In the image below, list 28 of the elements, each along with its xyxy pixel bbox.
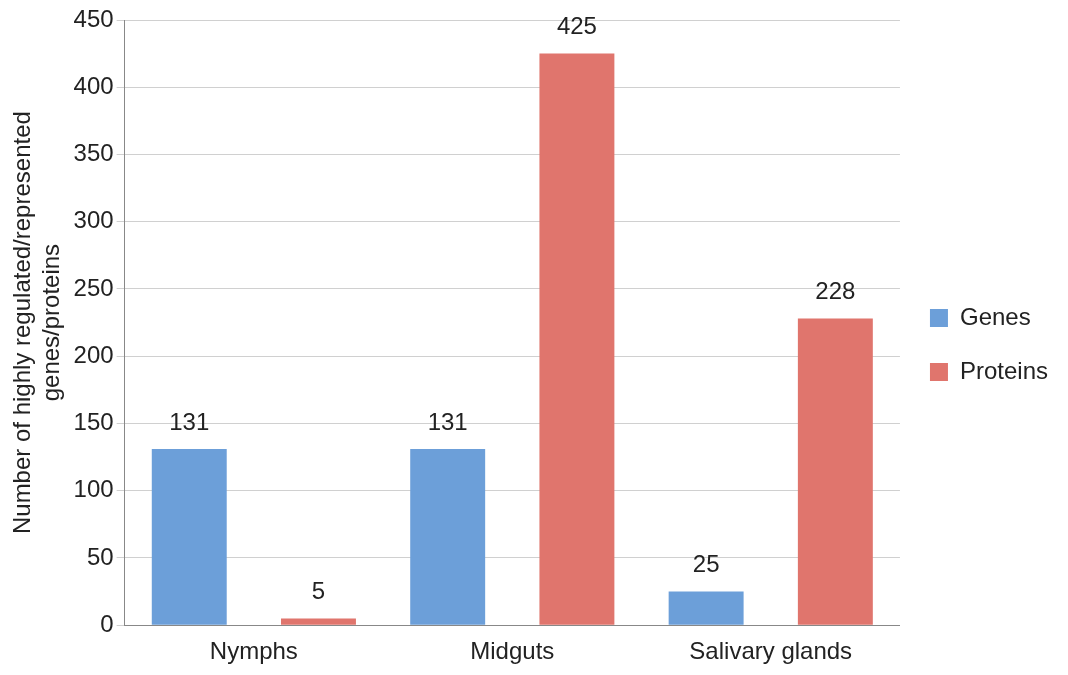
data-label: 25 xyxy=(692,550,720,578)
bar xyxy=(539,53,615,625)
bar xyxy=(281,618,356,625)
x-tick-label: Nymphs xyxy=(209,637,298,665)
bar xyxy=(151,449,227,625)
data-label: 425 xyxy=(556,12,597,40)
legend-label: Genes xyxy=(959,302,1031,330)
y-tick-label: 50 xyxy=(86,542,114,570)
legend-label: Proteins xyxy=(959,356,1048,384)
y-tick-label: 400 xyxy=(73,71,114,99)
y-tick-label: 450 xyxy=(73,4,114,32)
y-tick-label: 250 xyxy=(73,273,114,301)
y-tick-label: 100 xyxy=(73,475,114,503)
bar xyxy=(410,449,486,625)
data-label: 5 xyxy=(311,577,326,605)
y-tick-label: 300 xyxy=(73,206,114,234)
y-tick-label: 350 xyxy=(73,139,114,167)
bar xyxy=(668,591,744,625)
x-tick-label: Salivary glands xyxy=(689,637,853,665)
y-tick-label: 150 xyxy=(73,408,114,436)
y-axis-title: Number of highly regulated/represented genes/proteins xyxy=(8,111,64,535)
data-label: 131 xyxy=(427,407,468,435)
data-label: 131 xyxy=(169,407,210,435)
data-label: 228 xyxy=(815,277,856,305)
x-tick-label: Midguts xyxy=(470,637,555,665)
y-tick-label: 0 xyxy=(100,609,114,637)
y-tick-label: 200 xyxy=(73,340,114,368)
bar xyxy=(797,318,873,625)
